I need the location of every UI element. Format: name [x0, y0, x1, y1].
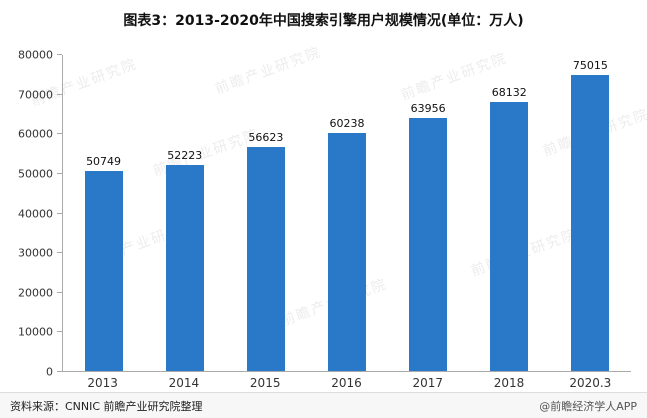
footer-credit: @前瞻经济学人APP: [539, 399, 637, 413]
bar: [84, 170, 123, 371]
y-axis-label: 10000: [18, 325, 53, 339]
x-axis-label: 2013: [87, 376, 118, 390]
y-axis-tick: [57, 212, 62, 214]
bar: [571, 74, 610, 371]
bar-value-label: 56623: [248, 131, 284, 145]
x-axis-label: 2016: [331, 376, 362, 390]
bar: [165, 164, 204, 371]
bar: [490, 101, 529, 371]
x-axis-label: 2018: [493, 376, 525, 390]
y-axis-label: 40000: [18, 207, 53, 220]
chart-title: 图表3：2013-2020年中国搜索引擎用户规模情况(单位：万人): [123, 13, 524, 29]
y-axis-tick: [57, 172, 62, 174]
y-axis-tick: [57, 93, 62, 95]
bar-group: 52223: [144, 55, 225, 371]
y-axis-tick: [57, 54, 62, 55]
x-axis-label: 2014: [168, 376, 200, 390]
x-axis-label: 2020.3: [569, 376, 612, 390]
y-axis-tick: [57, 252, 62, 254]
y-axis-label: 30000: [18, 246, 53, 260]
y-axis-label: 60000: [18, 127, 53, 141]
bar: [246, 147, 285, 371]
bar: [409, 118, 448, 371]
y-axis: 0 10000 20000 30000 40000 50000 60000 70000 8000…: [0, 49, 62, 379]
bar-group: 50749: [63, 55, 144, 371]
bar-group: 63956: [388, 55, 469, 371]
bar-value-label: 52223: [167, 148, 203, 162]
y-axis-tick: [57, 331, 62, 333]
y-axis-label: 70000: [18, 88, 53, 102]
bar-group: 75015: [550, 55, 631, 371]
y-axis-tick: [57, 371, 62, 372]
plot-area: 50749 52223 56623 60238 63956 68132 75015: [62, 55, 631, 372]
x-axis: 2013 2014 2015 2016 2017 2018 2020.3: [62, 376, 631, 390]
y-axis-tick: [57, 291, 62, 293]
footer-source: 资料来源：CNNIC 前瞻产业研究院整理: [10, 399, 203, 413]
y-axis-label: 20000: [18, 286, 53, 300]
bar-value-label: 68132: [491, 85, 527, 99]
bar-value-label: 63956: [410, 102, 446, 116]
bar-value-label: 50749: [86, 154, 122, 168]
footer-bar: 资料来源：CNNIC 前瞻产业研究院整理 @前瞻经济学人APP: [0, 392, 647, 418]
bar-group: 60238: [306, 55, 387, 371]
bar-value-label: 60238: [329, 117, 365, 131]
y-axis-label: 50000: [18, 167, 53, 181]
bar: [327, 133, 366, 371]
y-axis-tick: [57, 133, 62, 135]
y-axis-label: 0: [46, 365, 53, 379]
x-axis-label: 2015: [249, 376, 281, 390]
y-axis-label: 80000: [18, 48, 53, 62]
bar-group: 56623: [225, 55, 306, 371]
x-axis-label: 2017: [412, 376, 444, 390]
bars-row: 50749 52223 56623 60238 63956 68132 75015: [63, 55, 631, 371]
bar-group: 68132: [469, 55, 550, 371]
bar-value-label: 75015: [572, 58, 608, 72]
